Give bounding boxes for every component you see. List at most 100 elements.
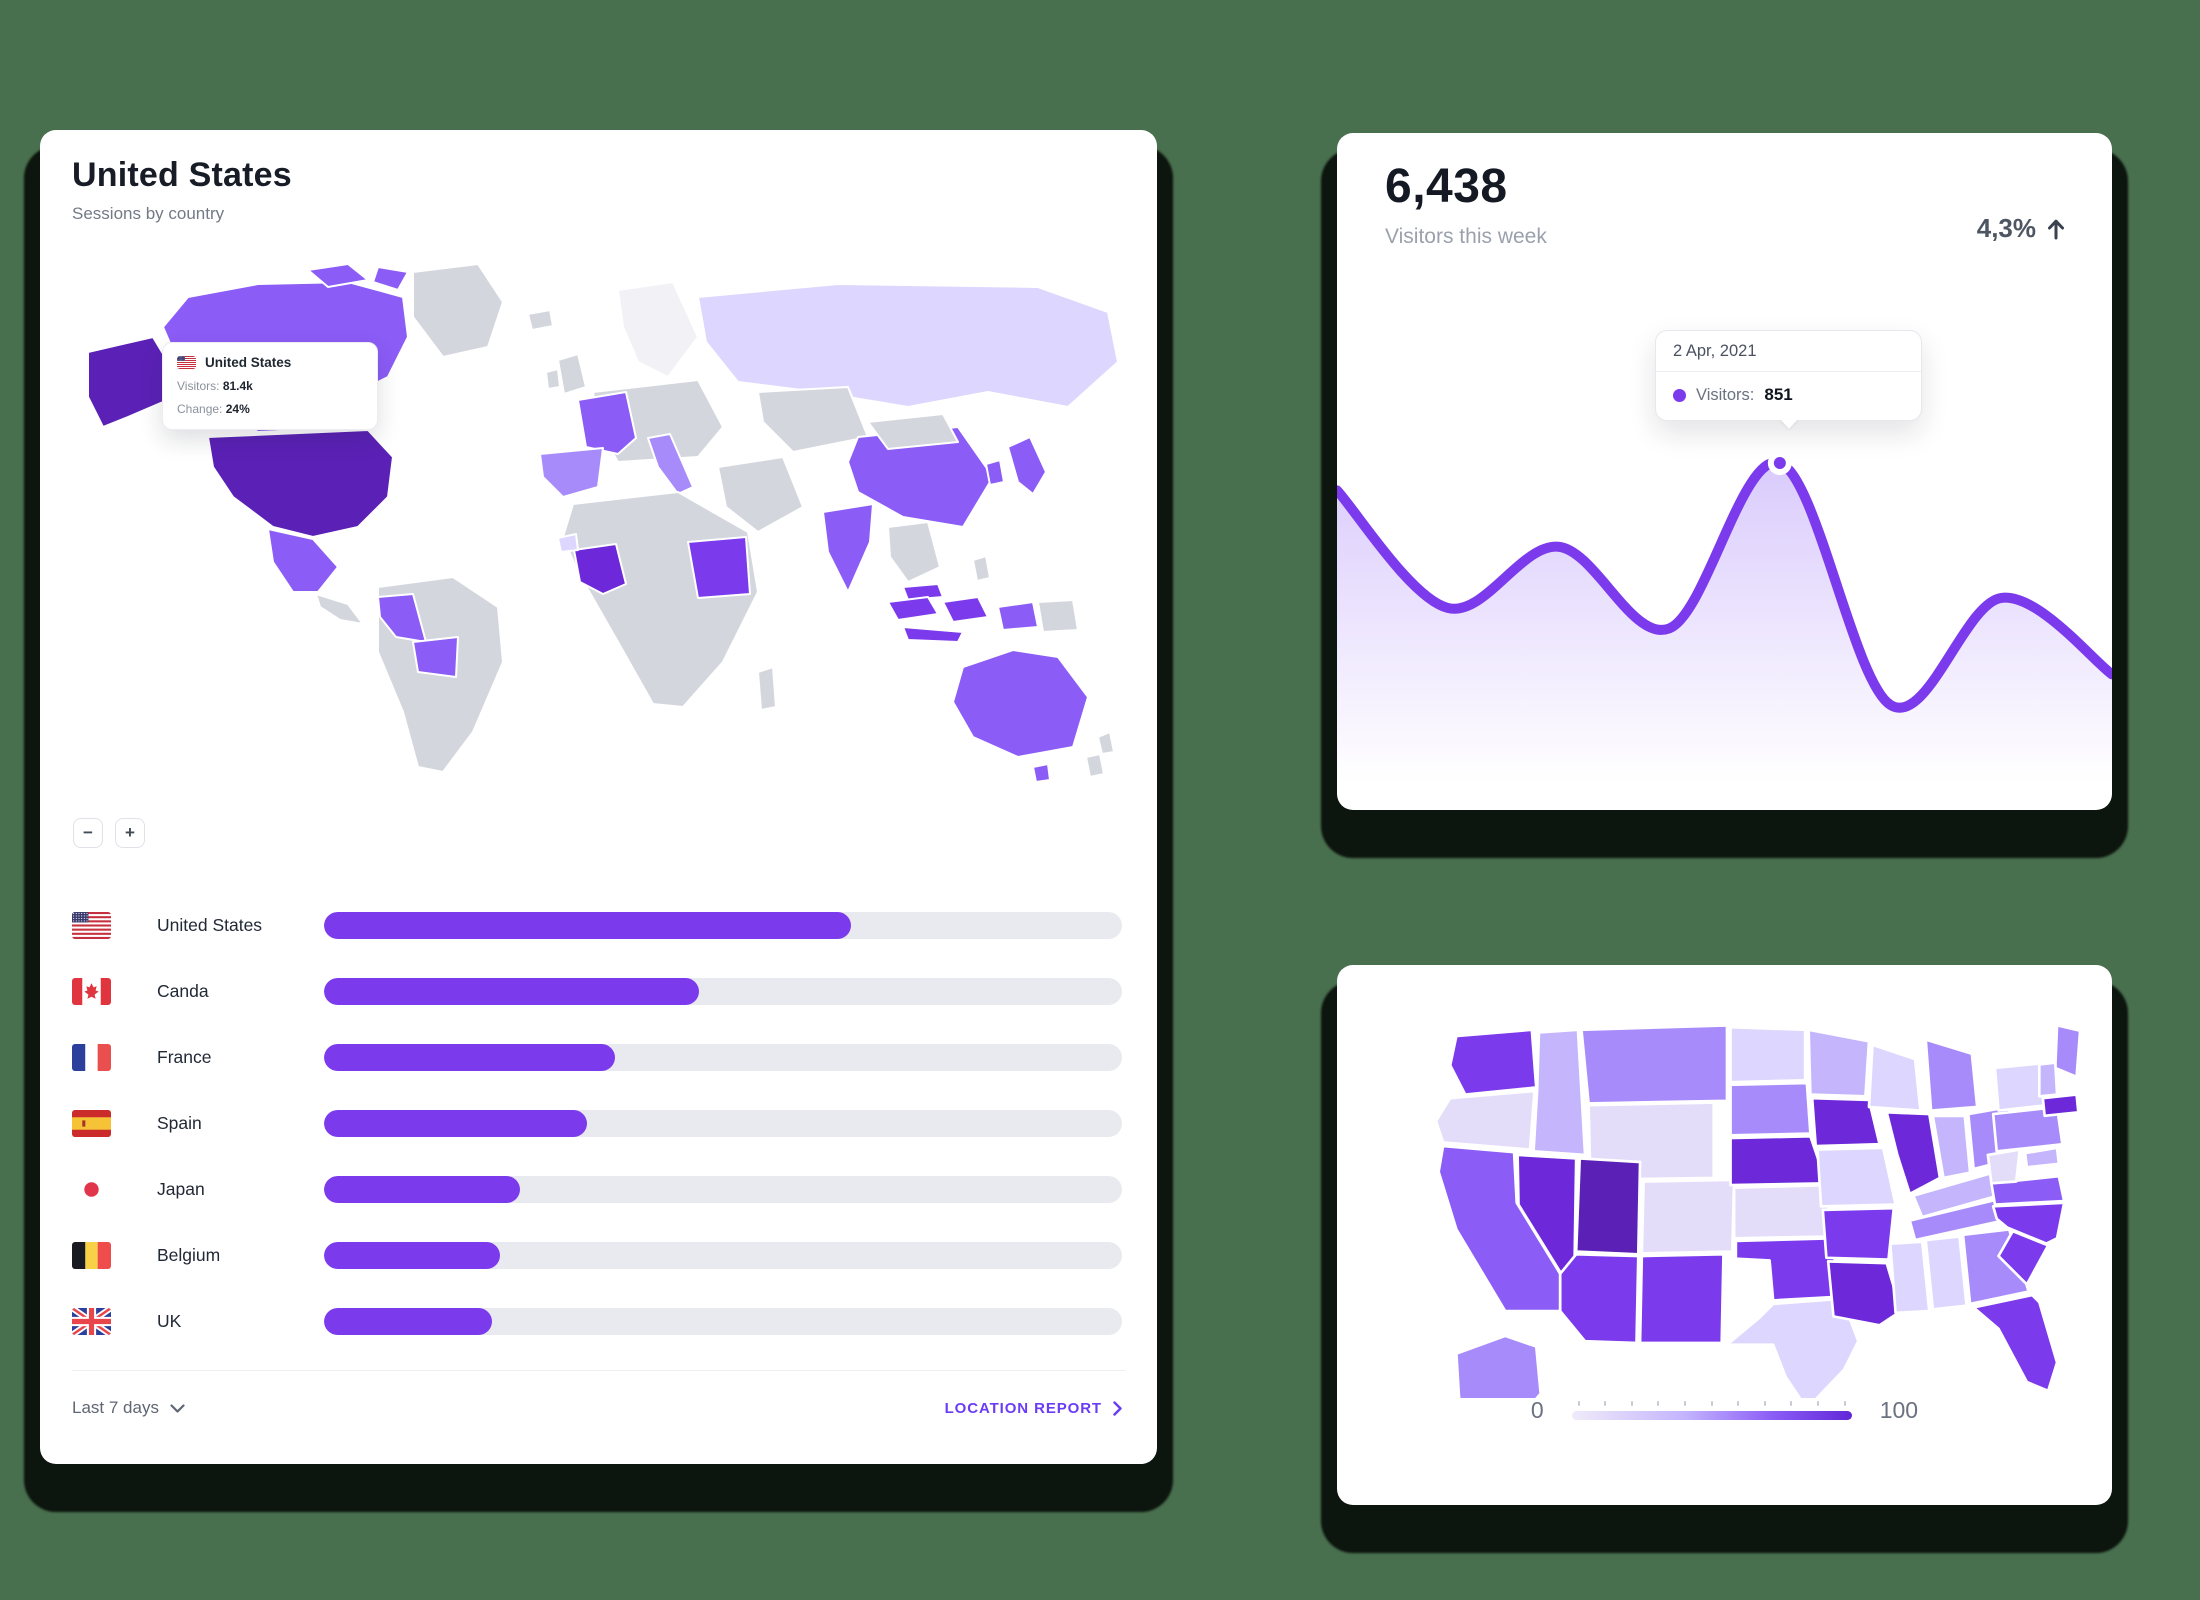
country-iceland[interactable] — [527, 309, 554, 331]
state-IN[interactable] — [1931, 1114, 1972, 1180]
region-west-africa[interactable] — [573, 543, 627, 595]
state-MI[interactable] — [1924, 1038, 1979, 1112]
state-MO[interactable] — [1816, 1146, 1897, 1208]
location-report-link[interactable]: LOCATION REPORT — [945, 1400, 1122, 1417]
country-japan[interactable] — [1007, 436, 1047, 495]
bar-track — [324, 911, 1122, 939]
state-WA[interactable] — [1448, 1028, 1538, 1096]
japan-flag-icon — [72, 1175, 111, 1203]
bar-track — [324, 1043, 1122, 1071]
trend-up-arrow-icon — [2048, 219, 2064, 239]
state-IA[interactable] — [1810, 1096, 1881, 1148]
region-africa[interactable] — [562, 491, 759, 708]
state-UT[interactable] — [1574, 1157, 1642, 1256]
country-sudan[interactable] — [687, 536, 751, 599]
country-senegal[interactable] — [557, 533, 579, 553]
state-AZ[interactable] — [1558, 1252, 1640, 1345]
canada-flag-icon — [72, 977, 111, 1005]
country-row-belgium: Belgium — [72, 1241, 1122, 1269]
state-MD-DE[interactable] — [2023, 1146, 2061, 1169]
region-central-america[interactable] — [315, 593, 364, 625]
region-west-papua[interactable] — [997, 601, 1039, 631]
map-tooltip-country: United States — [205, 355, 292, 370]
country-mongolia[interactable] — [867, 413, 959, 450]
map-tooltip: United States Visitors: 81.4k Change: 24… — [162, 342, 378, 430]
country-australia[interactable] — [952, 649, 1089, 758]
legend-gradient — [1571, 1401, 1852, 1420]
bar-fill — [324, 1307, 492, 1335]
bar-track — [324, 1307, 1122, 1335]
region-central-asia[interactable] — [757, 386, 869, 453]
country-png[interactable] — [1037, 599, 1079, 633]
zoom-in-button[interactable]: + — [115, 818, 145, 848]
region-se-asia[interactable] — [887, 521, 941, 583]
state-AK[interactable] — [1455, 1334, 1543, 1398]
state-SD[interactable] — [1729, 1081, 1812, 1137]
country-spain[interactable] — [539, 447, 604, 498]
date-range-dropdown[interactable]: Last 7 days — [72, 1398, 185, 1418]
state-AR[interactable] — [1821, 1206, 1896, 1261]
us-states-map — [1434, 1024, 2082, 1398]
state-NM[interactable] — [1638, 1252, 1725, 1345]
country-france[interactable] — [577, 391, 637, 455]
state-KS[interactable] — [1732, 1183, 1832, 1240]
state-VT-NH[interactable] — [2037, 1061, 2059, 1098]
zoom-out-button[interactable]: − — [73, 818, 103, 848]
country-russia[interactable] — [697, 283, 1119, 408]
state-MT[interactable] — [1580, 1024, 1729, 1105]
state-NE[interactable] — [1729, 1134, 1828, 1187]
country-new-zealand[interactable] — [1085, 731, 1115, 778]
map-tooltip-visitors: Visitors: 81.4k — [177, 379, 253, 393]
country-philippines[interactable] — [972, 555, 991, 582]
country-madagascar[interactable] — [757, 666, 777, 711]
country-united-states-alaska[interactable] — [87, 336, 169, 428]
region-middle-east[interactable] — [717, 456, 804, 533]
country-italy[interactable] — [647, 433, 694, 495]
legend-min: 0 — [1530, 1397, 1544, 1423]
country-label: France — [157, 1046, 212, 1067]
country-uk-gray[interactable] — [545, 353, 587, 395]
visitors-area-chart[interactable] — [1337, 400, 2112, 810]
bar-fill — [324, 977, 700, 1005]
state-PA[interactable] — [1991, 1105, 2064, 1153]
country-south-korea[interactable] — [985, 459, 1005, 486]
country-peru[interactable] — [377, 593, 427, 643]
state-CO[interactable] — [1640, 1178, 1736, 1255]
country-tasmania[interactable] — [1032, 763, 1051, 783]
state-MA-CT[interactable] — [2041, 1093, 2080, 1118]
country-united-states[interactable] — [207, 429, 394, 538]
country-bolivia[interactable] — [412, 636, 459, 678]
state-ID[interactable] — [1532, 1028, 1587, 1157]
spain-flag-icon — [72, 1109, 111, 1137]
visitors-count: 6,438 — [1385, 160, 1508, 213]
bar-track — [324, 1109, 1122, 1137]
area-line — [1337, 457, 2112, 713]
country-malaysia[interactable] — [902, 583, 944, 601]
bar-fill — [324, 911, 851, 939]
state-ND[interactable] — [1729, 1025, 1807, 1084]
state-WV[interactable] — [1986, 1148, 2022, 1185]
state-ME[interactable] — [2053, 1024, 2082, 1079]
state-AL[interactable] — [1924, 1235, 1968, 1311]
state-IL[interactable] — [1885, 1110, 1942, 1196]
state-MN[interactable] — [1807, 1028, 1871, 1098]
state-FL[interactable] — [1972, 1293, 2059, 1393]
country-label: UK — [157, 1310, 182, 1331]
state-LA[interactable] — [1826, 1260, 1903, 1327]
country-india[interactable] — [822, 503, 874, 593]
series-value: 851 — [1764, 385, 1793, 404]
country-greenland[interactable] — [412, 263, 504, 358]
data-point-marker[interactable] — [1773, 457, 1786, 469]
state-NC[interactable] — [1991, 1201, 2066, 1245]
state-MS[interactable] — [1888, 1240, 1931, 1315]
country-china[interactable] — [847, 426, 994, 528]
map-zoom-controls: − + — [73, 818, 145, 848]
region-scandinavia[interactable] — [617, 281, 699, 378]
country-mexico[interactable] — [267, 528, 339, 593]
country-canada-islands[interactable] — [307, 263, 409, 291]
country-row-united-states: United States — [72, 911, 1122, 939]
state-WI[interactable] — [1867, 1043, 1922, 1112]
state-OK[interactable] — [1734, 1236, 1839, 1302]
country-indonesia[interactable] — [887, 596, 989, 643]
state-OR[interactable] — [1434, 1089, 1536, 1151]
